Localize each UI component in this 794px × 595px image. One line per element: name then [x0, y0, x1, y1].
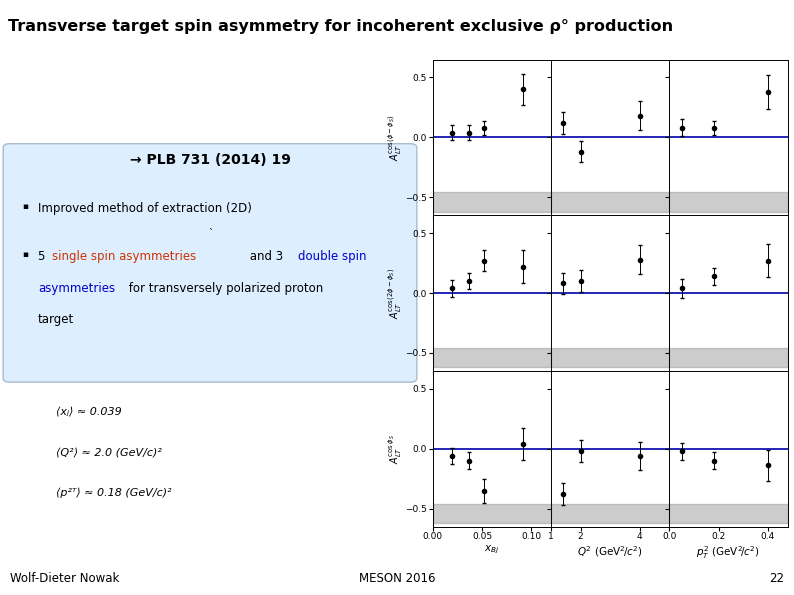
Text: asymmetries: asymmetries: [38, 282, 115, 295]
Text: Transverse target spin asymmetry for incoherent exclusive ρ° production: Transverse target spin asymmetry for inc…: [8, 18, 673, 34]
Text: ⟨p²ᵀ⟩ ≈ 0.18 (GeV/c)²: ⟨p²ᵀ⟩ ≈ 0.18 (GeV/c)²: [56, 488, 172, 499]
Bar: [551, 504, 669, 523]
Text: Double spin asymmetries: Double spin asymmetries: [495, 63, 665, 76]
Text: → PLB 731 (2014) 19: → PLB 731 (2014) 19: [130, 153, 291, 167]
X-axis label: $Q^2\ (\mathrm{GeV}^2\!/c^2)$: $Q^2\ (\mathrm{GeV}^2\!/c^2)$: [577, 544, 643, 559]
FancyBboxPatch shape: [3, 144, 417, 382]
X-axis label: $p_T^2\ (\mathrm{GeV}^2\!/c^2)$: $p_T^2\ (\mathrm{GeV}^2\!/c^2)$: [696, 544, 761, 560]
Text: for transversely polarized proton: for transversely polarized proton: [125, 282, 324, 295]
Bar: [433, 348, 551, 367]
Text: target: target: [38, 313, 75, 326]
Text: ▪: ▪: [22, 202, 29, 211]
Bar: [433, 192, 551, 212]
Text: 5: 5: [38, 250, 49, 263]
Y-axis label: $A_{LT}^{\cos(\phi-\phi_S)}$: $A_{LT}^{\cos(\phi-\phi_S)}$: [386, 114, 404, 161]
Text: and 3: and 3: [246, 250, 287, 263]
Bar: [551, 348, 669, 367]
Y-axis label: $A_{LT}^{\cos(2\phi-\phi_S)}$: $A_{LT}^{\cos(2\phi-\phi_S)}$: [386, 268, 404, 318]
Text: single spin asymmetries: single spin asymmetries: [52, 250, 196, 263]
Bar: [669, 348, 788, 367]
Bar: [669, 504, 788, 523]
Text: ▪: ▪: [22, 250, 29, 259]
Text: MESON 2016: MESON 2016: [359, 572, 435, 585]
Bar: [669, 192, 788, 212]
Text: Wolf-Dieter Nowak: Wolf-Dieter Nowak: [10, 572, 119, 585]
X-axis label: $x_{Bj}$: $x_{Bj}$: [484, 544, 499, 556]
Text: double spin: double spin: [298, 250, 366, 263]
Text: 22: 22: [769, 572, 784, 585]
Text: `: `: [208, 228, 213, 239]
Bar: [433, 504, 551, 523]
Bar: [551, 192, 669, 212]
Text: Improved method of extraction (2D): Improved method of extraction (2D): [38, 202, 252, 215]
Text: ⟨Q²⟩ ≈ 2.0 (GeV/c)²: ⟨Q²⟩ ≈ 2.0 (GeV/c)²: [56, 447, 161, 457]
Text: ⟨xⱼ⟩ ≈ 0.039: ⟨xⱼ⟩ ≈ 0.039: [56, 406, 121, 416]
Y-axis label: $A_{LT}^{\cos\phi_S}$: $A_{LT}^{\cos\phi_S}$: [386, 434, 404, 464]
